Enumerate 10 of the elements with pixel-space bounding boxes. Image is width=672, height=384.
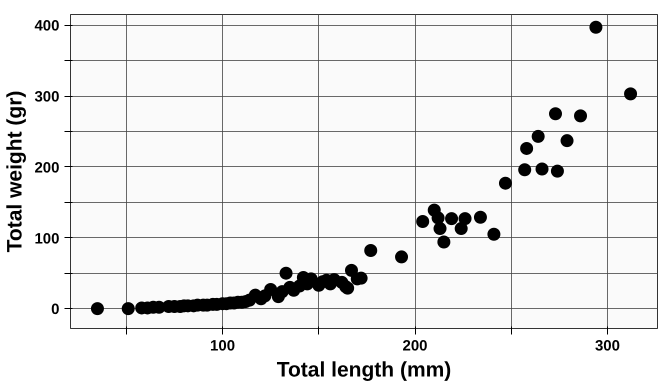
x-tick-label: 300 — [594, 338, 620, 354]
x-axis-title: Total length (mm) — [276, 358, 452, 382]
y-tick-label: 100 — [34, 230, 60, 248]
y-tick-label: 300 — [34, 88, 60, 106]
x-tick-label: 200 — [402, 338, 428, 354]
x-tick-label: 100 — [210, 338, 236, 354]
y-axis-title: Total weight (gr) — [3, 90, 26, 252]
y-tick-label: 0 — [51, 301, 60, 318]
y-tick-label: 200 — [34, 159, 60, 176]
y-tick-label: 400 — [34, 18, 60, 35]
